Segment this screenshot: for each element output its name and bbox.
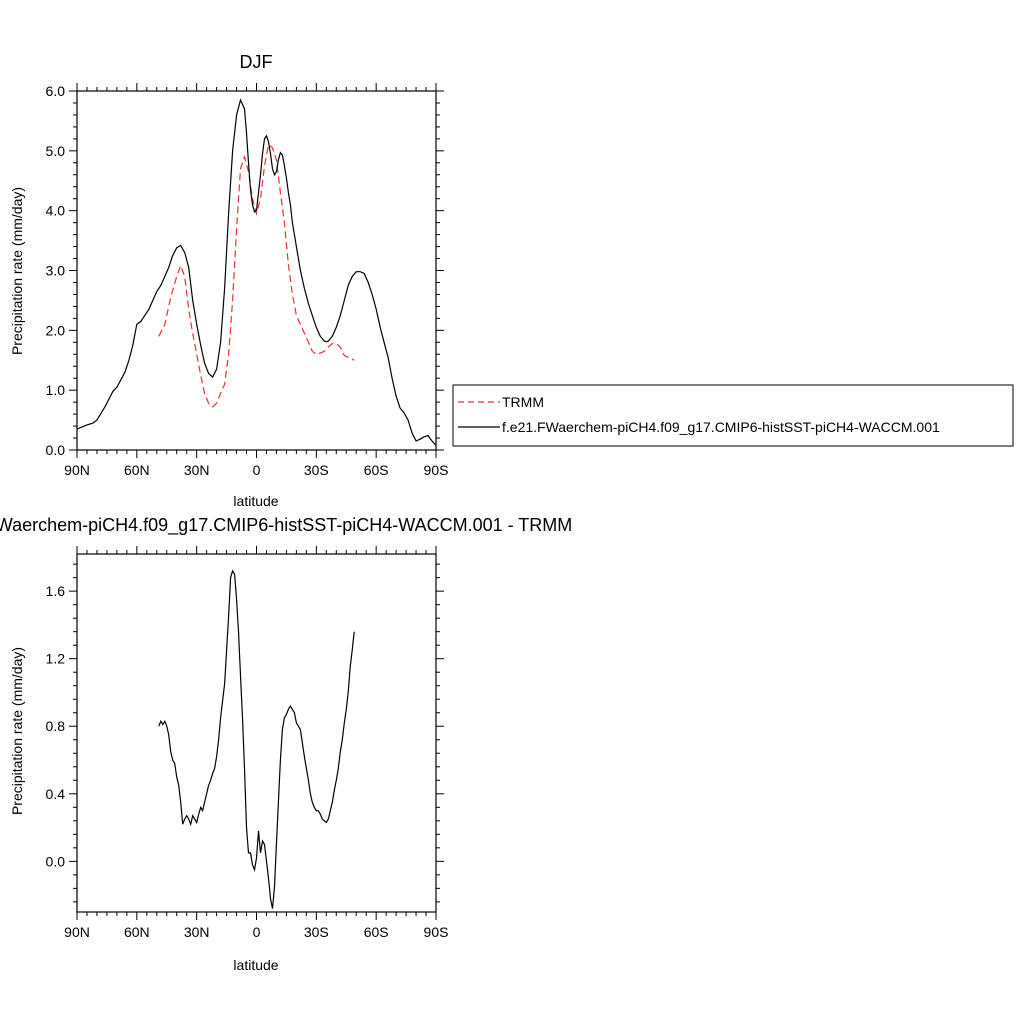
top-x-tick-label: 90N [64,462,90,478]
top-x-tick-label: 30N [184,462,210,478]
top-chart-title: DJF [240,52,273,72]
legend-label-trmm: TRMM [502,394,544,410]
bottom-x-tick-label: 30S [304,924,329,940]
top-x-tick-label: 60N [124,462,150,478]
top-series-line-trmm [158,143,355,408]
top-y-tick-label: 3.0 [46,263,66,279]
bottom-y-tick-label: 0.0 [46,853,66,869]
top-x-tick-label: 60S [364,462,389,478]
bottom-x-tick-label: 60S [364,924,389,940]
legend-label-model: f.e21.FWaerchem-piCH4.f09_g17.CMIP6-hist… [502,419,940,435]
bottom-x-tick-label: 0 [253,924,261,940]
top-x-tick-label: 0 [253,462,261,478]
top-series-line-model [77,98,436,446]
bottom-chart-title: f.e21.FWaerchem-piCH4.f09_g17.CMIP6-hist… [0,515,572,536]
bottom-y-tick-label: 0.4 [46,786,66,802]
bottom-y-tick-label: 1.2 [46,651,66,667]
legend: TRMM f.e21.FWaerchem-piCH4.f09_g17.CMIP6… [452,384,1014,447]
top-x-tick-label: 90S [424,462,449,478]
top-y-tick-label: 5.0 [46,143,66,159]
bottom-y-tick-label: 0.8 [46,718,66,734]
top-y-tick-label: 4.0 [46,203,66,219]
bottom-x-axis-label: latitude [233,957,278,973]
top-y-axis-label: Precipitation rate (mm/day) [9,187,25,355]
top-y-tick-label: 0.0 [46,442,66,458]
top-y-tick-label: 1.0 [46,382,66,398]
top-plot-frame [76,90,437,451]
bottom-series-line-difference [158,569,355,909]
top-panel: DJF latitude Precipitation rate (mm/day)… [9,52,448,509]
top-y-tick-label: 2.0 [46,322,66,338]
legend-box [452,384,1014,447]
bottom-x-tick-label: 90N [64,924,90,940]
bottom-y-axis-label: Precipitation rate (mm/day) [9,647,25,815]
bottom-x-tick-label: 30N [184,924,210,940]
top-x-axis-label: latitude [233,493,278,509]
bottom-y-tick-label: 1.6 [46,583,66,599]
top-x-tick-label: 30S [304,462,329,478]
top-y-tick-label: 6.0 [46,83,66,99]
bottom-x-tick-label: 90S [424,924,449,940]
bottom-x-tick-label: 60N [124,924,150,940]
bottom-panel: f.e21.FWaerchem-piCH4.f09_g17.CMIP6-hist… [0,515,572,973]
